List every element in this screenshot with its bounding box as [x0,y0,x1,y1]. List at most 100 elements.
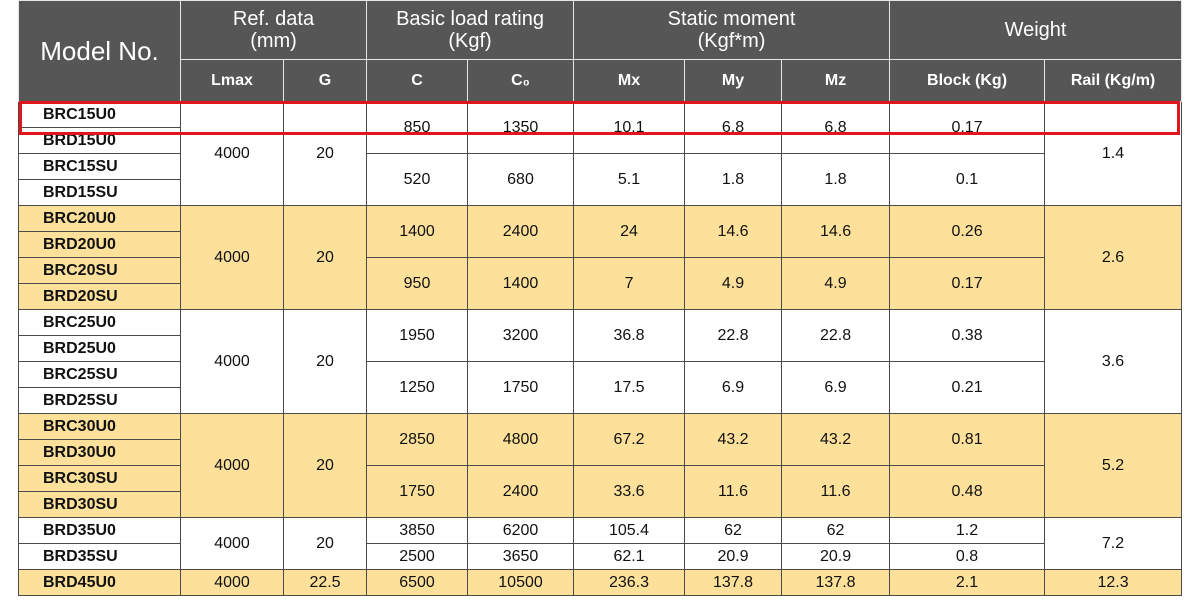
c0-value: 3200 [467,309,575,362]
g-value: 20 [282,309,368,414]
my-value: 6.9 [684,361,783,414]
header-block: Block (Kg) [889,59,1046,102]
table-row: BRD20U0 [18,231,1182,258]
mx-value: 67.2 [573,413,686,466]
model-number: BRD20SU [18,283,181,310]
c-value: 3850 [366,517,469,544]
block-weight-value: 0.26 [889,205,1046,258]
c0-value: 2400 [467,205,575,258]
rail-weight-value: 7.2 [1044,517,1183,570]
g-value: 20 [282,517,368,570]
g-value: 20 [282,205,368,310]
header-c0: C₀ [467,59,575,102]
model-number: BRC15U0 [18,101,181,128]
model-number: BRD35U0 [18,517,181,544]
lmax-value: 4000 [180,205,284,310]
table-row: BRC25SU 1250 1750 17.5 6.9 6.9 0.21 [18,361,1182,414]
header-model-no: Model No. [18,0,181,102]
my-value: 62 [684,517,783,544]
model-number: BRC30SU [18,465,181,492]
mx-value: 62.1 [573,543,686,570]
model-number: BRD15U0 [18,127,181,154]
my-value: 4.9 [684,257,783,310]
c-value: 6500 [366,569,469,596]
table-row: BRD15U0 [18,127,1182,154]
table-body: BRC15U0 4000 20 850 1350 10.1 6.8 6.8 0.17 1.4 BRD… [18,101,1183,596]
header-basic-load-rating: Basic load rating (Kgf) [366,0,575,60]
model-number: BRD25SU [18,387,181,414]
lmax-value: 4000 [180,569,284,596]
c0-value: 6200 [467,517,575,544]
block-weight-value: 0.17 [889,101,1046,154]
mx-value: 236.3 [573,569,686,596]
c-value: 1250 [366,361,469,414]
mz-value: 4.9 [781,257,891,310]
my-value: 11.6 [684,465,783,518]
c-value: 2500 [366,543,469,570]
model-number: BRD20U0 [18,231,181,258]
c-value: 2850 [366,413,469,466]
table-row: BRC20U0 4000 20 1400 2400 24 14.6 14.6 0.26 2.6 [18,205,1183,310]
lmax-value: 4000 [180,101,284,206]
mz-value: 1.8 [781,153,891,206]
mx-value: 105.4 [573,517,686,544]
table-row: BRD20SU [18,283,1182,310]
table-row: BRC25U0 4000 20 1950 3200 36.8 22.8 22.8 0.38 3.6 [18,309,1183,414]
my-value: 20.9 [684,543,783,570]
mz-value: 62 [781,517,891,544]
header-lmax: Lmax [180,59,284,102]
my-value: 6.8 [684,101,783,154]
header-mx: Mx [573,59,686,102]
model-number: BRD30U0 [18,439,181,466]
block-weight-value: 1.2 [889,517,1046,544]
mx-value: 10.1 [573,101,686,154]
header-weight: Weight [889,0,1183,60]
model-number: BRC20SU [18,257,181,284]
table-row: BRD30U0 [18,439,1182,466]
c-value: 1950 [366,309,469,362]
model-number: BRC30U0 [18,413,181,440]
table-row: BRC30U0 4000 20 2850 4800 67.2 43.2 43.2 0.81 5.2 [18,413,1183,518]
model-number: BRC25U0 [18,309,181,336]
mz-value: 14.6 [781,205,891,258]
c-value: 1400 [366,205,469,258]
table-row: BRC15SU 520 680 5.1 1.8 1.8 0.1 [18,153,1182,206]
c0-value: 2400 [467,465,575,518]
model-number: BRD15SU [18,179,181,206]
block-weight-value: 0.17 [889,257,1046,310]
table-row: BRD30SU [18,491,1182,518]
my-value: 22.8 [684,309,783,362]
c0-value: 3650 [467,543,575,570]
g-value: 22.5 [282,569,368,596]
lmax-value: 4000 [180,413,284,518]
table-row: BRD45U0 4000 22.5 6500 10500 236.3 137.8 137.8 2… [18,569,1183,596]
mz-value: 6.9 [781,361,891,414]
mx-value: 17.5 [573,361,686,414]
mz-value: 137.8 [781,569,891,596]
block-weight-value: 0.38 [889,309,1046,362]
c0-value: 1750 [467,361,575,414]
g-value: 20 [282,413,368,518]
header-my: My [684,59,783,102]
c0-value: 1350 [467,101,575,154]
rail-weight-value: 1.4 [1044,101,1183,206]
mx-value: 36.8 [573,309,686,362]
c-value: 1750 [366,465,469,518]
my-value: 14.6 [684,205,783,258]
rail-weight-value: 5.2 [1044,413,1183,518]
mz-value: 11.6 [781,465,891,518]
c0-value: 680 [467,153,575,206]
mx-value: 7 [573,257,686,310]
rail-weight-value: 2.6 [1044,205,1183,310]
header-rail: Rail (Kg/m) [1044,59,1183,102]
my-value: 1.8 [684,153,783,206]
lmax-value: 4000 [180,309,284,414]
mz-value: 22.8 [781,309,891,362]
table-row: BRD25SU [18,387,1182,414]
table-row: BRD35SU 2500 3650 62.1 20.9 20.9 0.8 [18,543,1182,570]
block-weight-value: 0.81 [889,413,1046,466]
mx-value: 5.1 [573,153,686,206]
table-row: BRD35U0 4000 20 3850 6200 105.4 62 62 1.2 7.2 [18,517,1183,570]
table-row: BRC20SU 950 1400 7 4.9 4.9 0.17 [18,257,1182,310]
block-weight-value: 0.48 [889,465,1046,518]
